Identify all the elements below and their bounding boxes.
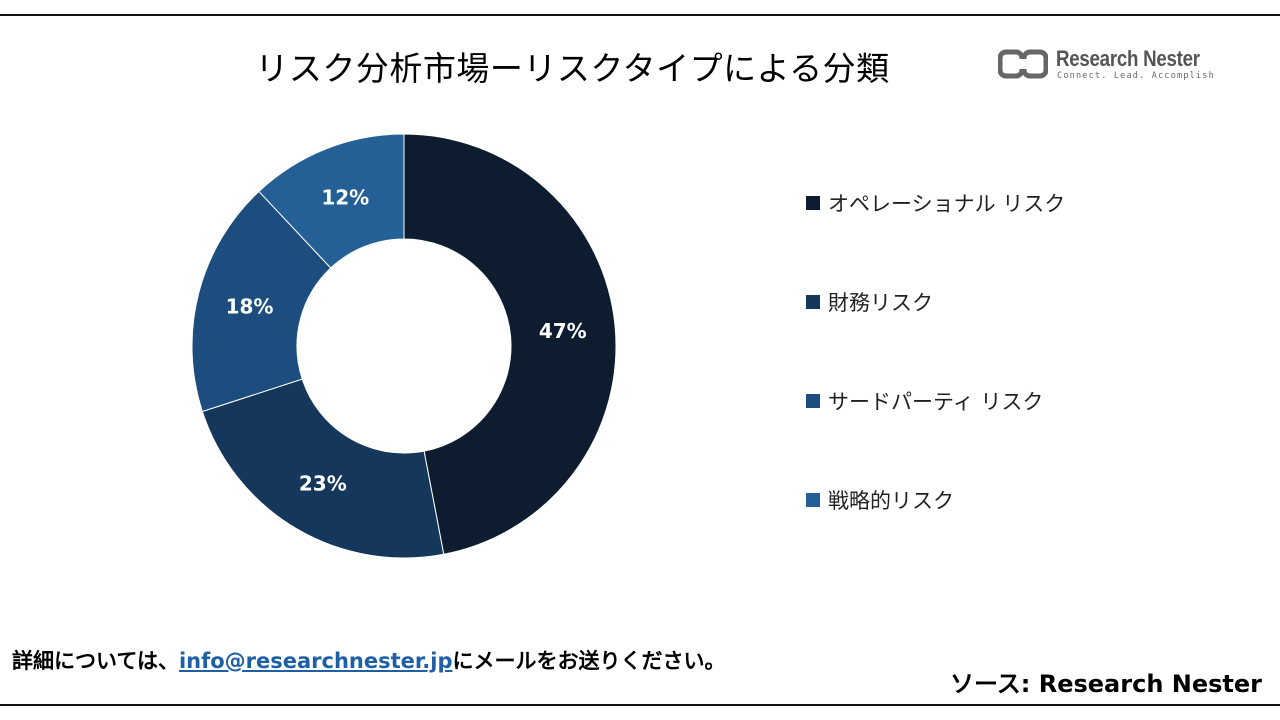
contact-email-link[interactable]: info@researchnester.jp <box>178 649 453 673</box>
source-credit: ソース: Research Nester <box>949 670 1262 698</box>
research-nester-logo: Research Nester Connect. Lead. Accomplis… <box>998 46 1238 86</box>
contact-note: 詳細については、info@researchnester.jpにメールをお送りくだ… <box>12 645 725 675</box>
slice-label: 12% <box>321 186 369 210</box>
top-rule <box>0 14 1280 16</box>
logo-name: Research Nester <box>1056 46 1200 71</box>
legend-swatch <box>806 295 820 309</box>
chart-title: リスク分析市場ーリスクタイプによる分類 <box>255 49 890 88</box>
logo-mark-icon <box>998 49 1048 79</box>
slice-label: 47% <box>539 319 587 343</box>
donut-slice <box>201 378 445 559</box>
donut-slice <box>403 133 617 555</box>
contact-note-suffix: にメールをお送りください。 <box>452 649 726 673</box>
donut-slice <box>258 133 405 269</box>
slice-label: 23% <box>299 471 347 495</box>
donut-chart: 47% 23% 18% 12% <box>191 133 617 559</box>
legend-item: オペレーショナル リスク <box>806 188 1065 218</box>
legend-item: 財務リスク <box>806 287 933 317</box>
legend-item: サードパーティ リスク <box>806 386 1043 416</box>
legend-label: サードパーティ リスク <box>828 390 1044 414</box>
legend-swatch <box>806 493 820 507</box>
legend-swatch <box>806 196 820 210</box>
donut-slice <box>191 190 332 413</box>
logo-tagline: Connect. Lead. Accomplish <box>1057 71 1215 81</box>
legend-label: 戦略的リスク <box>828 489 954 513</box>
bottom-rule <box>0 704 1280 706</box>
legend-label: 財務リスク <box>828 291 933 315</box>
slice-label: 18% <box>226 294 274 318</box>
contact-note-prefix: 詳細については、 <box>12 649 179 673</box>
legend-swatch <box>806 394 820 408</box>
legend-label: オペレーショナル リスク <box>828 192 1066 216</box>
legend-item: 戦略的リスク <box>806 485 954 515</box>
